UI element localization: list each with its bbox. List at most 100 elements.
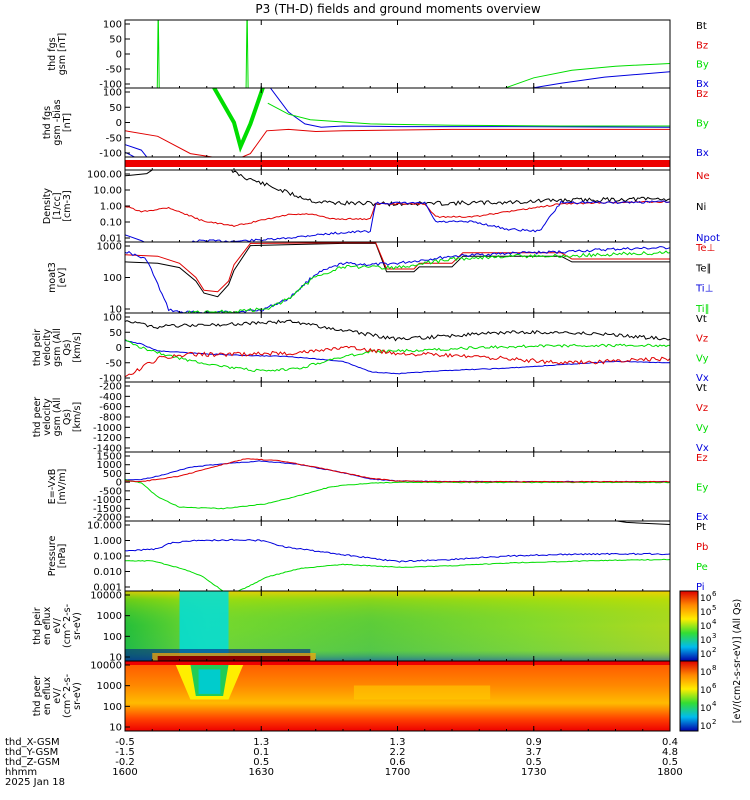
panel-ylabel: thd peir velocity gsm (All Qs) [km/s] bbox=[32, 328, 83, 367]
ylabel-line: [mV/m] bbox=[57, 469, 68, 505]
y-tick-label: 1.00 bbox=[100, 202, 122, 213]
colorbar-tick-exp: 8 bbox=[712, 664, 716, 672]
fgs-bias-by-line bbox=[211, 88, 265, 153]
footer-row-label: thd_X-GSM bbox=[5, 737, 60, 748]
ylabel-line: thd peir bbox=[32, 607, 43, 644]
y-tick-label: 0 bbox=[116, 118, 122, 129]
panel-frame bbox=[124, 241, 671, 314]
pressure-pt-line bbox=[613, 521, 670, 525]
footer-value: 2.2 bbox=[390, 747, 406, 758]
legend-label: By bbox=[696, 119, 709, 130]
y-tick-label: 0.010 bbox=[93, 567, 122, 578]
footer-value: 1.3 bbox=[253, 737, 269, 748]
ylabel-line: (cm^2-s- bbox=[62, 674, 73, 718]
ylabel-line: [nPa] bbox=[57, 544, 68, 569]
colorbar-tick-exp: 2 bbox=[712, 646, 716, 654]
ylabel-line: [nT] bbox=[62, 113, 73, 132]
y-tick-label: 100 bbox=[103, 273, 122, 284]
ylabel-line: sr-eV) bbox=[72, 612, 83, 640]
flag-bar bbox=[125, 160, 670, 167]
colorbar-tick-label: 10 bbox=[700, 704, 712, 714]
panel-frame bbox=[124, 312, 671, 383]
panel-ylabel: thd peer velocity gsm (All Qs) [km/s] bbox=[32, 397, 83, 438]
y-tick-label: -100 bbox=[99, 80, 122, 91]
y-tick-label: 10.000 bbox=[87, 521, 122, 532]
legend-label: Ni bbox=[696, 202, 706, 213]
ion-vt-line bbox=[125, 319, 670, 342]
legend-label: Bz bbox=[696, 40, 708, 51]
y-tick-label: 1000 bbox=[97, 611, 122, 622]
ylabel-line: Pressure bbox=[47, 536, 58, 577]
footer-value: 0.5 bbox=[662, 757, 678, 768]
colorbar-tick-exp: 6 bbox=[712, 590, 717, 598]
fgs-bx-line bbox=[529, 71, 670, 88]
density-npot-line-2 bbox=[125, 234, 146, 242]
y-tick-label: 10000 bbox=[90, 661, 122, 672]
y-tick-label: 1000 bbox=[97, 242, 122, 253]
ylabel-line: velocity bbox=[42, 329, 53, 367]
ylabel-line: eV/ bbox=[52, 687, 63, 703]
y-tick-label: 10000 bbox=[90, 591, 122, 602]
y-tick-label: 100.00 bbox=[87, 170, 122, 181]
panel-ylabel: thd peir en eflux eV/(cm^2-s-sr-eV) bbox=[32, 604, 83, 648]
temp-tepar-line bbox=[125, 242, 670, 298]
fgs-by-line-2 bbox=[503, 63, 670, 88]
y-tick-label: 0.001 bbox=[93, 583, 122, 594]
density-npot-line bbox=[182, 200, 670, 242]
y-tick-label: 10 bbox=[109, 305, 122, 316]
y-tick-label: 0.100 bbox=[93, 552, 122, 563]
panel-ylabel: thd fgs gsm [nT] bbox=[47, 33, 68, 76]
colorbar-tick-label: 10 bbox=[700, 594, 712, 604]
y-tick-label: 50 bbox=[109, 103, 122, 114]
y-tick-label: -500 bbox=[99, 486, 122, 497]
panel-frame bbox=[124, 520, 671, 592]
footer-row-label: hhmm bbox=[5, 767, 37, 778]
y-tick-label: 100 bbox=[103, 702, 122, 713]
efield-ex-line bbox=[125, 460, 670, 483]
footer-value: 4.8 bbox=[662, 747, 678, 758]
efield-ey-line bbox=[125, 478, 670, 510]
density-ni-line-2 bbox=[230, 170, 670, 207]
footer-value: 0.4 bbox=[662, 737, 678, 748]
footer-value: 0.1 bbox=[253, 747, 269, 758]
legend-label: Bz bbox=[696, 89, 708, 100]
panel-frame bbox=[124, 381, 671, 453]
colorbar-tick-label: 10 bbox=[700, 722, 712, 732]
ylabel-line: (cm^2-s- bbox=[62, 604, 73, 648]
elec-spectrogram-cyan bbox=[198, 669, 221, 694]
y-tick-label: 0.10 bbox=[100, 218, 122, 229]
legend-label: Ne bbox=[696, 171, 710, 182]
ylabel-line: eV/ bbox=[52, 617, 63, 633]
colorbar-tick-label: 10 bbox=[700, 622, 712, 632]
footer-value: -0.5 bbox=[115, 737, 135, 748]
temp-tiperp-line bbox=[125, 246, 670, 313]
footer-value: 1700 bbox=[385, 767, 410, 778]
colorbar-tick-exp: 4 bbox=[712, 618, 717, 626]
ylabel-line: thd peer bbox=[32, 397, 43, 438]
y-tick-label: 10 bbox=[109, 653, 122, 664]
temp-teperp-line bbox=[125, 242, 670, 293]
colorbar-upper bbox=[679, 590, 699, 662]
colorbar-lower bbox=[679, 660, 699, 732]
colorbar-tick-exp: 5 bbox=[712, 604, 716, 612]
legend-label: Pe bbox=[696, 562, 708, 573]
fgs-bias-by-line-2 bbox=[267, 102, 670, 127]
elec-spectrogram-patch bbox=[353, 685, 491, 700]
legend-label: Vy bbox=[696, 353, 709, 364]
y-tick-label: -800 bbox=[99, 413, 122, 424]
legend-label: Ey bbox=[696, 483, 708, 494]
ylabel-line: [1/cc] bbox=[52, 192, 63, 219]
panel-ylabel: Density [1/cc] [cm-3] bbox=[42, 188, 73, 224]
footer-value: 3.7 bbox=[526, 747, 542, 758]
y-tick-label: 0.01 bbox=[100, 234, 122, 245]
y-tick-label: -1400 bbox=[93, 444, 122, 455]
legend-label: Bx bbox=[696, 148, 709, 159]
density-ni-line bbox=[125, 170, 154, 177]
legend-label: Npot bbox=[696, 233, 720, 244]
panel-frame bbox=[124, 169, 671, 243]
colorbar-tick-exp: 4 bbox=[712, 700, 717, 708]
y-tick-label: -100 bbox=[99, 374, 122, 385]
pressure-pe-line bbox=[125, 558, 670, 591]
footer-row-label: 2025 Jan 18 bbox=[5, 777, 65, 788]
